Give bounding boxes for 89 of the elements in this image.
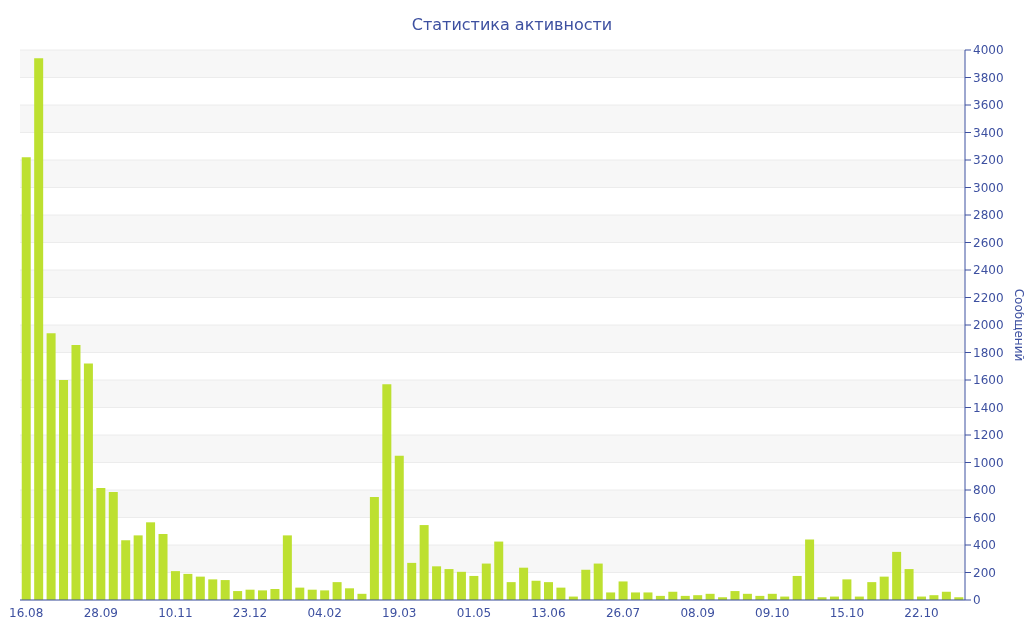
bar bbox=[369, 496, 379, 600]
x-tick-label: 22.10 bbox=[904, 605, 939, 620]
bar bbox=[730, 591, 740, 600]
bar bbox=[631, 592, 641, 600]
y-tick-label: 3000 bbox=[973, 180, 1004, 195]
bar bbox=[83, 363, 93, 600]
bar bbox=[407, 562, 417, 600]
bar bbox=[158, 534, 168, 600]
bar bbox=[543, 582, 553, 600]
bar bbox=[792, 575, 802, 600]
bar bbox=[233, 591, 243, 600]
y-tick-label: 4000 bbox=[973, 43, 1004, 58]
bar bbox=[506, 582, 516, 600]
bar bbox=[469, 575, 479, 600]
y-tick-label: 3400 bbox=[973, 125, 1004, 140]
bar bbox=[394, 455, 404, 600]
bar bbox=[842, 579, 852, 600]
x-tick-label: 19.03 bbox=[382, 605, 417, 620]
x-tick-label: 09.10 bbox=[755, 605, 790, 620]
y-axis-title: Сообщений bbox=[1011, 288, 1024, 362]
bar bbox=[481, 563, 491, 600]
bar bbox=[282, 535, 292, 600]
bar bbox=[593, 563, 603, 600]
x-tick-label: 28.09 bbox=[83, 605, 118, 620]
bar bbox=[581, 569, 591, 600]
bar bbox=[444, 569, 454, 600]
bar bbox=[432, 566, 442, 600]
y-tick-label: 1000 bbox=[973, 455, 1004, 470]
y-tick-label: 2800 bbox=[973, 208, 1004, 223]
bar bbox=[133, 535, 143, 600]
x-tick-label: 15.10 bbox=[829, 605, 865, 620]
bar bbox=[332, 582, 342, 600]
y-tick-label: 200 bbox=[973, 565, 996, 580]
bar bbox=[456, 571, 466, 600]
bar bbox=[71, 344, 81, 600]
bar bbox=[867, 582, 877, 600]
bar bbox=[220, 580, 230, 600]
bar bbox=[494, 541, 504, 600]
bar bbox=[618, 581, 628, 600]
bar bbox=[46, 333, 56, 600]
bar bbox=[904, 569, 914, 600]
x-tick-label: 04.02 bbox=[307, 605, 342, 620]
bar bbox=[108, 492, 118, 600]
bar bbox=[320, 590, 330, 600]
bar bbox=[183, 573, 193, 600]
y-tick-label: 1600 bbox=[973, 373, 1004, 388]
bar bbox=[34, 58, 44, 600]
y-tick-label: 1200 bbox=[973, 428, 1004, 443]
x-tick-label: 26.07 bbox=[605, 605, 641, 620]
bar bbox=[531, 580, 541, 600]
y-tick-label: 600 bbox=[973, 510, 996, 525]
y-tick-label: 3600 bbox=[973, 98, 1004, 113]
bar bbox=[59, 380, 69, 600]
y-tick-label: 2000 bbox=[973, 318, 1004, 333]
bar bbox=[170, 571, 180, 600]
x-tick-label: 16.08 bbox=[9, 605, 44, 620]
y-tick-label: 2200 bbox=[973, 290, 1004, 305]
bar bbox=[805, 539, 815, 600]
bar bbox=[892, 551, 902, 600]
y-tick-label: 2400 bbox=[973, 263, 1004, 278]
y-tick-label: 3800 bbox=[973, 70, 1004, 85]
y-tick-label: 400 bbox=[973, 538, 996, 553]
x-tick-label: 01.05 bbox=[456, 605, 492, 620]
bar bbox=[146, 522, 156, 600]
x-tick-label: 13.06 bbox=[531, 605, 566, 620]
x-tick-label: 10.11 bbox=[158, 605, 193, 620]
x-tick-label: 08.09 bbox=[680, 605, 715, 620]
bar bbox=[606, 592, 616, 600]
bar bbox=[257, 590, 267, 600]
y-tick-label: 1800 bbox=[973, 345, 1004, 360]
bar bbox=[345, 588, 355, 600]
bar bbox=[96, 487, 106, 600]
bar bbox=[879, 576, 889, 600]
bar bbox=[270, 589, 280, 600]
bar bbox=[643, 592, 653, 600]
bar bbox=[382, 384, 392, 600]
bar bbox=[21, 157, 31, 600]
bar bbox=[519, 567, 529, 600]
y-tick-label: 1400 bbox=[973, 400, 1004, 415]
y-tick-label: 2600 bbox=[973, 235, 1004, 250]
bar bbox=[208, 579, 218, 600]
y-tick-label: 0 bbox=[973, 593, 981, 608]
bar bbox=[121, 540, 131, 600]
bar bbox=[195, 576, 205, 600]
chart-title: Статистика активности bbox=[410, 15, 614, 34]
y-tick-label: 3200 bbox=[973, 153, 1004, 168]
y-tick-label: 800 bbox=[973, 483, 996, 498]
bar bbox=[419, 525, 429, 600]
x-tick-label: 23.12 bbox=[232, 605, 268, 620]
